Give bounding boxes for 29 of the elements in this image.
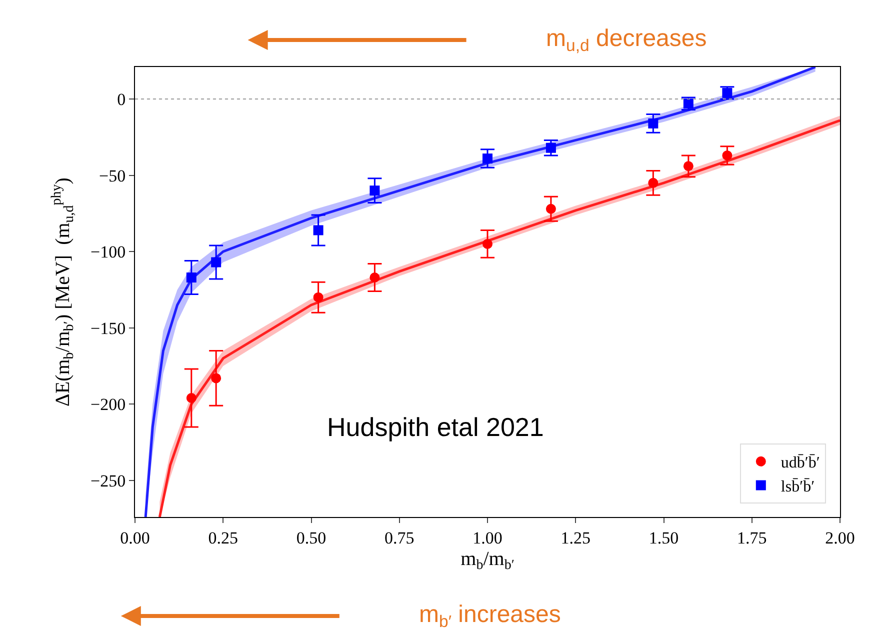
text: m$_{b′}$ increases <box>419 601 561 632</box>
y-tick-label: −50 <box>99 166 126 186</box>
y-tick-label: −100 <box>90 242 126 262</box>
x-tick-label: 0.75 <box>384 528 414 548</box>
x-tick-label: 1.50 <box>648 528 679 548</box>
point <box>482 238 492 249</box>
annotation: Hudspith etal 2021 <box>327 412 544 442</box>
x-tick-label: 0.00 <box>120 528 150 548</box>
point <box>683 161 694 172</box>
x-tick-label: 2.00 <box>825 528 855 548</box>
x-tick-label: 1.25 <box>560 528 591 548</box>
legend-label: udb̄′b̄′ <box>780 454 820 472</box>
y-tick-label: −200 <box>90 395 126 414</box>
y-tick-label: −250 <box>90 471 126 490</box>
point <box>370 272 380 283</box>
y-tick-label: −150 <box>90 318 126 338</box>
x-tick-label: 1.75 <box>737 528 767 548</box>
point <box>211 373 222 384</box>
x-axis-title: m$_{b}$/m$_{b′}$ <box>460 548 514 574</box>
y-tick-label: 0 <box>117 90 126 109</box>
point <box>648 178 658 188</box>
x-tick-label: 1.00 <box>472 528 502 548</box>
x-tick-label: 0.50 <box>296 528 326 548</box>
legend-label: lsb̄′b̄′ <box>780 478 815 496</box>
x-tick-label: 0.25 <box>208 528 238 548</box>
point <box>546 204 556 214</box>
text: m$_{u,d}$ decreases <box>546 25 707 56</box>
point <box>186 393 196 404</box>
point <box>313 292 324 302</box>
